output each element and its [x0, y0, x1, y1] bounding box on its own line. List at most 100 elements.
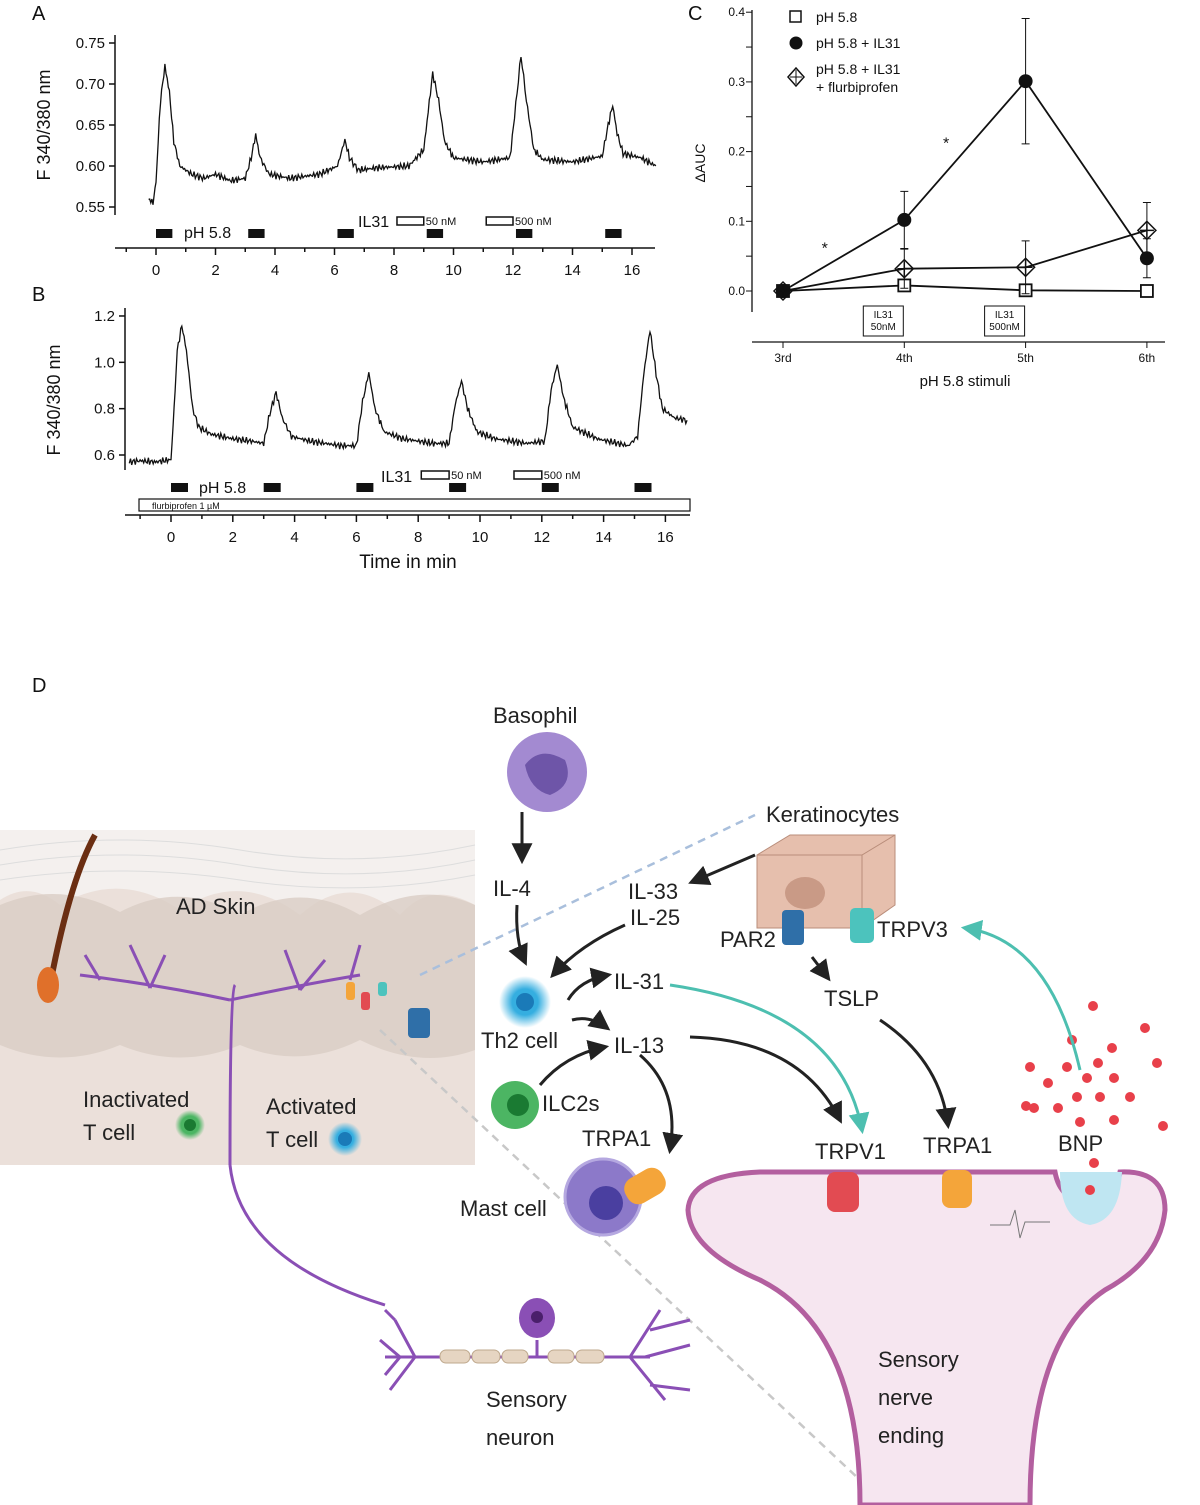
ilc2-label: ILC2s — [542, 1091, 599, 1116]
arrows — [508, 812, 957, 1155]
panel-label-a: A — [32, 3, 46, 25]
bnp-molecule-icon — [1025, 1062, 1035, 1072]
stimulus-bar — [156, 229, 173, 238]
basophil-label: Basophil — [493, 703, 577, 728]
x-axis-label: Time in min — [359, 552, 456, 573]
sensory-neuron-label: neuron — [486, 1425, 555, 1450]
par2-receptor-icon — [782, 910, 804, 945]
tslp-label: TSLP — [824, 986, 879, 1011]
bnp-molecule-icon — [1107, 1043, 1117, 1053]
sensory-neuron-label: Sensory — [486, 1387, 567, 1412]
y-tick-label: 0.4 — [728, 5, 745, 19]
bnp-molecule-icon — [1095, 1092, 1105, 1102]
il31-concentration-label: 500 nM — [515, 216, 552, 228]
inactivated-t-cell-label: T cell — [83, 1120, 135, 1145]
x-tick-label: 10 — [472, 529, 489, 546]
trpa1-channel-icon — [942, 1170, 972, 1208]
data-point-diamond — [772, 280, 794, 302]
legend-marker-square — [789, 10, 802, 23]
x-tick-label: 5th — [1017, 351, 1034, 365]
stimulus-bar — [263, 483, 281, 492]
stimulus-bar — [337, 229, 354, 238]
x-tick-label: 2 — [229, 529, 237, 546]
stimulus-label: pH 5.8 — [184, 225, 231, 242]
il25-label: IL-25 — [630, 905, 680, 930]
data-point-diamond — [894, 258, 915, 279]
il31-label: IL31 — [381, 469, 412, 486]
action-potential-icon — [990, 1209, 1050, 1239]
il31-concentration-label: 50 nM — [426, 216, 457, 228]
vesicle-icon — [1060, 1172, 1122, 1225]
ion-channel-icon — [346, 982, 355, 1000]
annotation-label: 50nM — [871, 322, 896, 333]
x-tick-label: 12 — [533, 529, 550, 546]
x-tick-label: 6 — [352, 529, 360, 546]
bnp-molecule-icon — [1088, 1001, 1098, 1011]
series-line — [782, 79, 1148, 292]
skin-nerve-fibers — [79, 944, 386, 1307]
flurbiprofen-label: flurbiprofen 1 µM — [152, 501, 220, 511]
bnp-molecule-icon — [1109, 1115, 1119, 1125]
annotation-box — [984, 305, 1026, 337]
trpv1-label: TRPV1 — [815, 1139, 886, 1164]
x-tick-label: 16 — [624, 262, 641, 279]
series-line — [782, 284, 1147, 292]
il31-concentration-label: 500 nM — [544, 470, 581, 482]
bnp-molecule-icon — [1062, 1062, 1072, 1072]
chart-panel-c: ΔAUC pH 5.8 stimuli pH 5.8 pH 5.8 + IL31… — [692, 5, 1165, 390]
panel-label-d: D — [32, 675, 46, 697]
th2-label: Th2 cell — [481, 1028, 558, 1053]
legend-label: pH 5.8 — [816, 9, 857, 25]
stimulus-bar — [426, 229, 444, 238]
x-tick-label: 16 — [657, 529, 674, 546]
x-axis-label: pH 5.8 stimuli — [920, 373, 1011, 390]
hair-icon — [47, 833, 98, 986]
y-tick-label: 0.1 — [728, 214, 745, 228]
inactivated-t-cell-label: Inactivated — [83, 1087, 189, 1112]
bnp-label: BNP — [1058, 1131, 1103, 1156]
bnp-molecule-icon — [1109, 1073, 1119, 1083]
x-tick-label: 0 — [167, 529, 175, 546]
il31-concentration-label: 50 nM — [451, 470, 482, 482]
il31-bar — [513, 470, 543, 480]
il31-label: IL31 — [358, 214, 389, 231]
x-tick-label: 2 — [211, 262, 219, 279]
activated-t-cell-label: Activated — [266, 1094, 357, 1119]
bnp-molecule-icon — [1029, 1103, 1039, 1113]
y-tick-label: 0.65 — [76, 117, 105, 134]
x-tick-label: 4 — [271, 262, 279, 279]
x-tick-label: 6 — [330, 262, 338, 279]
legend-label: pH 5.8 + IL31 — [816, 61, 901, 77]
skin-section — [0, 830, 476, 1165]
il31-label: IL-31 — [614, 969, 664, 994]
mast-cell-label: Mast cell — [460, 1196, 547, 1221]
trpa1-nerve-label: TRPA1 — [923, 1133, 992, 1158]
trpa1-channel-icon — [624, 1167, 666, 1205]
nerve-ending-label: Sensory — [878, 1347, 959, 1372]
legend-marker-diamond — [786, 66, 806, 88]
y-tick-label: 1.0 — [94, 354, 115, 371]
keratinocytes-label: Keratinocytes — [766, 802, 899, 827]
x-tick-label: 6th — [1139, 351, 1156, 365]
y-axis-label: F 340/380 nm — [34, 69, 54, 180]
panel-label-b: B — [32, 284, 45, 306]
stimulus-bar — [634, 483, 652, 492]
bnp-molecule-icon — [1140, 1023, 1150, 1033]
y-tick-label: 0.0 — [728, 284, 745, 298]
x-tick-label: 4 — [290, 529, 298, 546]
legend-label: pH 5.8 + IL31 — [816, 35, 901, 51]
bnp-molecule-icon — [1125, 1092, 1135, 1102]
x-tick-label: 14 — [564, 262, 581, 279]
nerve-ending-label: nerve — [878, 1385, 933, 1410]
diagram-panel-d: AD Skin Inactivated T cell Activated T c… — [0, 703, 1168, 1505]
chart-panel-a: F 340/380 nm pH 5.8 IL31 0.55 0.60 0.65 0.7… — [34, 35, 657, 279]
data-point-diamond — [1136, 220, 1157, 241]
hair-follicle-icon — [37, 967, 59, 1003]
keratinocyte-icon — [756, 834, 896, 929]
y-axis-label: ΔAUC — [692, 144, 708, 183]
stimulus-bar — [248, 229, 265, 238]
nerve-ending-label: ending — [878, 1423, 944, 1448]
il33-label: IL-33 — [628, 879, 678, 904]
legend-label: + flurbiprofen — [816, 79, 898, 95]
bnp-molecule-icon — [1072, 1092, 1082, 1102]
